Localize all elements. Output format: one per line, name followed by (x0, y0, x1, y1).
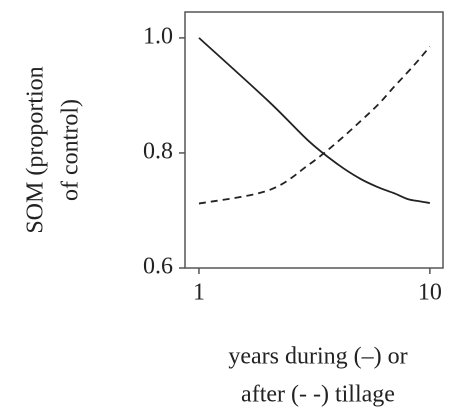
y-tick-label: 0.8 (143, 138, 173, 164)
series-line (198, 37, 431, 204)
x-tick-label: 10 (418, 280, 442, 306)
y-tick-label: 1.0 (143, 23, 173, 49)
x-tick-label: 1 (193, 280, 205, 306)
y-tick-label: 0.6 (143, 254, 173, 280)
series-line (198, 45, 431, 205)
plot-frame (184, 11, 444, 269)
x-axis-label: after (- -) tillage (241, 382, 395, 408)
x-axis-label: years during (–) or (228, 344, 407, 370)
y-axis-label: SOM (proportion (23, 66, 49, 233)
y-axis-label: of control) (58, 99, 84, 201)
